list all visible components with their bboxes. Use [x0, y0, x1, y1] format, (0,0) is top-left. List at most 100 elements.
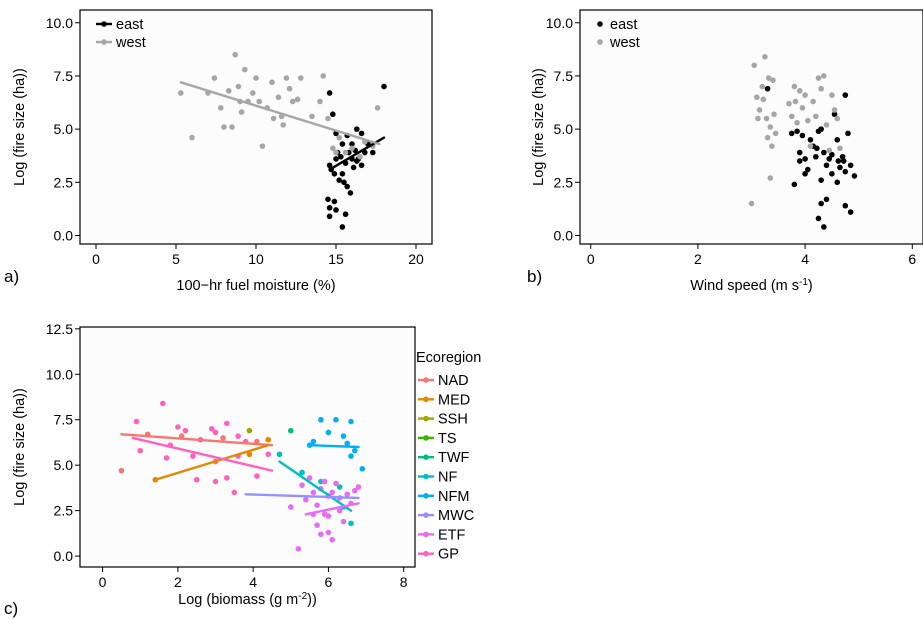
- data-point-etf: [333, 480, 339, 487]
- legend-key-point-ts: [423, 435, 429, 441]
- data-point-etf: [336, 507, 343, 514]
- data-point-east: [341, 179, 347, 186]
- x-axis-title: Log (biomass (g m-2)): [178, 591, 317, 608]
- x-axis-title-main: Log (biomass (g m: [178, 592, 298, 608]
- data-point-nfm: [359, 466, 366, 472]
- data-point-east: [362, 149, 368, 156]
- legend-label-ts: TS: [438, 431, 457, 447]
- data-point-west: [286, 85, 293, 92]
- data-point-west: [755, 115, 761, 122]
- y-tick-label: 5.0: [54, 457, 74, 473]
- fit-line-nfm: [308, 443, 360, 449]
- data-point-west: [763, 115, 770, 122]
- data-point-east: [347, 190, 354, 196]
- y-tick-label: 12.5: [46, 321, 73, 337]
- y-tick-label: 2.5: [554, 174, 574, 190]
- data-point-nfm: [318, 416, 324, 423]
- data-point-west: [810, 98, 816, 105]
- data-point-etf: [340, 518, 347, 525]
- data-point-east: [821, 149, 827, 156]
- x-axis-title-main: 100−hr fuel moisture (%): [176, 278, 335, 294]
- legend-key-point-med: [423, 396, 429, 403]
- x-tick-label: 2: [174, 574, 182, 590]
- data-point-west: [767, 124, 774, 130]
- data-point-east: [336, 177, 343, 183]
- data-point-east: [837, 164, 843, 171]
- data-point-west: [771, 111, 777, 118]
- data-point-west: [336, 134, 343, 141]
- data-point-west: [178, 90, 184, 96]
- data-point-west: [374, 105, 381, 111]
- legend-key-point-ssh: [423, 415, 429, 422]
- data-point-east: [845, 130, 851, 137]
- data-point-etf: [355, 484, 362, 490]
- legend-label-east: east: [610, 17, 637, 33]
- data-point-west: [357, 153, 363, 160]
- legend-key-point-nf: [423, 473, 429, 480]
- data-point-east: [338, 153, 344, 160]
- data-point-etf: [329, 489, 335, 496]
- data-point-nf: [299, 469, 305, 476]
- y-tick-label: 0.0: [554, 227, 574, 243]
- data-point-west: [760, 96, 767, 103]
- data-point-west: [767, 175, 774, 181]
- data-point-west: [804, 117, 811, 124]
- data-point-east: [788, 130, 795, 137]
- data-point-east: [834, 179, 841, 186]
- data-point-etf: [303, 496, 309, 503]
- data-point-etf: [344, 491, 351, 498]
- data-point-etf: [329, 536, 335, 543]
- data-point-west: [834, 115, 841, 122]
- data-point-etf: [314, 502, 320, 508]
- data-point-east: [764, 85, 771, 92]
- data-point-west: [325, 115, 331, 122]
- legend-label-east: east: [116, 17, 143, 33]
- data-point-west: [813, 113, 819, 120]
- data-point-nfm: [348, 418, 354, 425]
- data-point-west: [232, 51, 238, 58]
- data-point-west: [837, 145, 843, 152]
- legend-key-point-east: [101, 21, 107, 27]
- data-point-east: [840, 158, 847, 164]
- data-point-gp: [212, 478, 219, 485]
- data-point-gp: [193, 476, 200, 483]
- data-point-west: [229, 124, 235, 130]
- x-tick-label: 15: [328, 251, 344, 267]
- data-point-east: [821, 224, 827, 230]
- data-point-east: [342, 211, 349, 218]
- x-tick-label: 20: [408, 251, 424, 267]
- data-point-gp: [182, 427, 189, 434]
- data-point-west: [309, 113, 315, 120]
- data-point-west: [269, 79, 275, 86]
- data-point-nf: [336, 484, 343, 490]
- data-point-east: [326, 90, 333, 96]
- data-point-west: [823, 122, 830, 128]
- data-point-west: [764, 134, 771, 141]
- data-point-twf: [287, 427, 294, 434]
- data-point-west: [349, 145, 355, 152]
- data-point-east: [818, 200, 824, 207]
- data-point-east: [326, 162, 333, 169]
- x-tick-label: 5: [172, 251, 180, 267]
- plot-frame: [79, 326, 416, 568]
- data-point-east: [834, 136, 841, 143]
- data-point-nfm: [333, 416, 339, 423]
- data-point-east: [829, 151, 835, 158]
- data-point-gp: [137, 447, 144, 454]
- data-point-east: [851, 173, 858, 179]
- data-point-west: [283, 75, 290, 81]
- panel-b: 0 2 4 6 0.0 2.5 5.0 7.5 10.0 Log (fire size (ha))…: [527, 9, 923, 294]
- data-point-nfm: [310, 438, 317, 445]
- fit-line-nf: [278, 460, 353, 512]
- plot-frame: [579, 9, 923, 245]
- data-point-etf: [314, 522, 320, 528]
- data-point-nf: [276, 451, 283, 458]
- y-axis-title: Log (fire size (ha)): [531, 68, 547, 186]
- legend-key-point-twf: [423, 454, 429, 461]
- data-point-west: [226, 88, 232, 94]
- y-axis-title: Log (fire size (ha)): [12, 68, 28, 186]
- data-point-east: [331, 198, 338, 205]
- data-point-east: [813, 153, 819, 160]
- data-point-east: [831, 111, 838, 118]
